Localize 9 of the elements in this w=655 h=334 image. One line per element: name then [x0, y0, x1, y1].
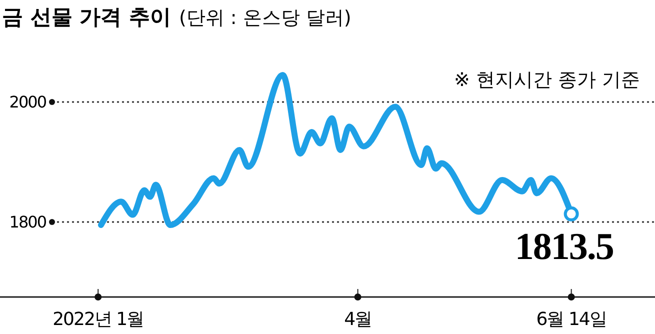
annotation: 1813.5 [514, 226, 614, 268]
x-tick-label: 4월 [344, 309, 372, 330]
y-tick-label: 1800 [9, 212, 47, 232]
chart-subtitle: (단위 : 온스당 달러) [178, 7, 352, 29]
x-tick-label: 6월 14일 [536, 309, 606, 330]
y-tick-label: 2000 [9, 92, 47, 112]
annotation: ※ 현지시간 종가 기준 [454, 69, 640, 91]
chart-title: 금 선물 가격 추이 [2, 5, 171, 29]
x-tick-label: 2022년 1월 [52, 309, 144, 330]
